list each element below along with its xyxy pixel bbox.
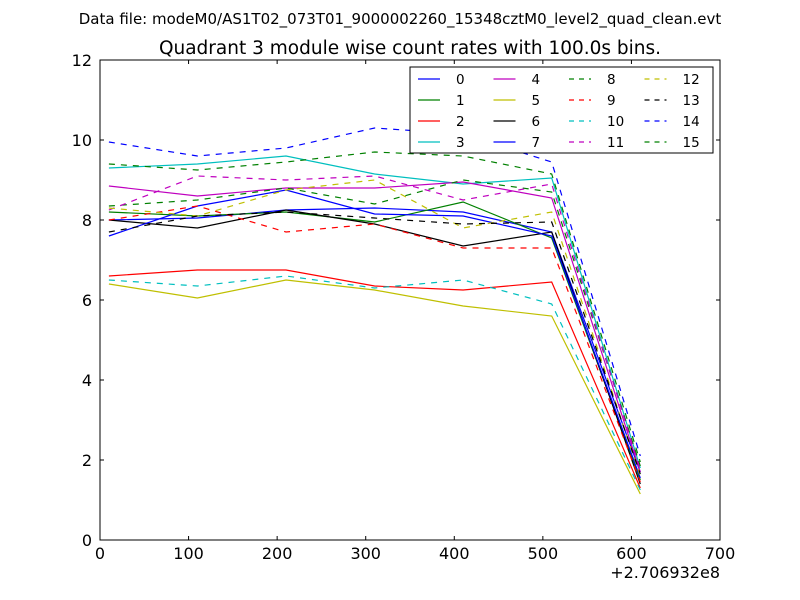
legend-label-5: 5 [532,93,541,109]
legend-label-6: 6 [532,114,541,130]
series-line-3 [108,155,641,469]
y-tick-label: 2 [82,451,92,470]
x-tick-label: 100 [173,544,204,563]
x-tick-label: 300 [350,544,381,563]
series-line-8 [108,179,641,467]
x-tick-label: 400 [439,544,470,563]
legend-label-3: 3 [456,135,465,151]
series-line-15 [108,151,641,463]
legend-label-10: 10 [607,114,624,130]
figure-suptitle: Data file: modeM0/AS1T02_073T01_90000022… [79,10,722,29]
chart-title: Quadrant 3 module wise count rates with … [159,38,661,59]
legend-label-8: 8 [607,72,616,88]
legend-box [409,66,714,154]
x-tick-label: 500 [528,544,559,563]
y-tick-label: 6 [82,291,92,310]
series-line-2 [108,269,641,489]
legend-label-1: 1 [456,93,465,109]
series-line-5 [108,279,641,495]
legend-label-14: 14 [683,114,700,130]
legend-label-13: 13 [683,93,700,109]
y-tick-label: 12 [72,51,92,70]
legend-label-4: 4 [532,72,541,88]
x-tick-label: 700 [705,544,736,563]
y-tick-label: 10 [72,131,92,150]
legend-label-9: 9 [607,93,616,109]
x-tick-label: 600 [616,544,647,563]
x-offset-label: +2.706932e8 [610,563,720,582]
y-tick-label: 8 [82,211,92,230]
x-tick-label: 0 [95,544,105,563]
series-layer [108,127,641,495]
series-line-4 [108,181,641,473]
series-line-14 [108,127,641,457]
legend-label-15: 15 [683,135,700,151]
series-line-10 [108,275,641,491]
y-tick-label: 0 [82,531,92,550]
y-tick-label: 4 [82,371,92,390]
legend-label-11: 11 [607,135,624,151]
series-line-13 [108,211,641,475]
legend-label-0: 0 [456,72,465,88]
series-line-9 [108,205,641,483]
x-tick-label: 200 [262,544,293,563]
series-line-6 [108,209,641,485]
legend-label-7: 7 [532,135,541,151]
legend-label-2: 2 [456,114,465,130]
legend-label-12: 12 [683,72,700,88]
